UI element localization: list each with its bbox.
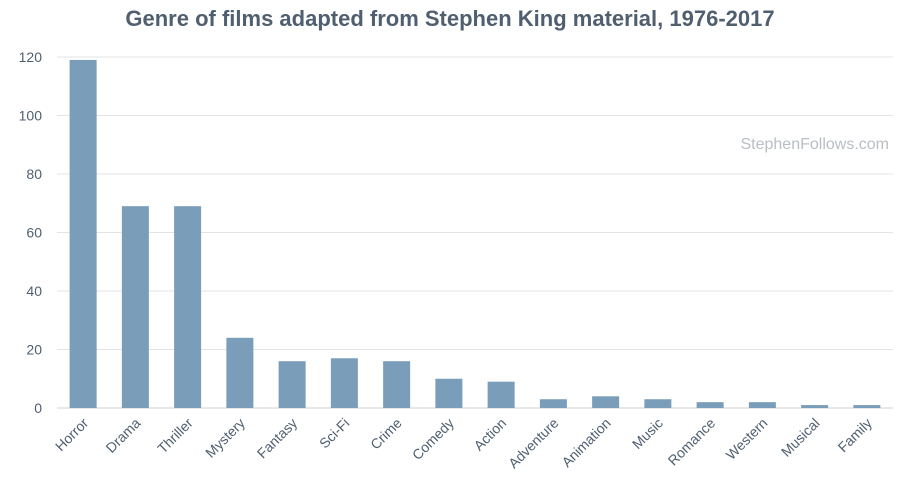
x-tick-label-horror: Horror bbox=[52, 415, 92, 455]
x-tick-label-animation: Animation bbox=[558, 415, 613, 470]
watermark-text: StephenFollows.com bbox=[740, 136, 889, 153]
y-tick-label-80: 80 bbox=[26, 166, 42, 182]
x-tick-label-drama: Drama bbox=[102, 415, 143, 456]
bar-musical bbox=[801, 405, 829, 408]
x-tick-label-family: Family bbox=[835, 415, 875, 455]
bars bbox=[69, 59, 881, 409]
y-tick-label-60: 60 bbox=[26, 225, 42, 241]
bar-thriller bbox=[174, 206, 202, 408]
bar-animation bbox=[592, 396, 620, 408]
x-tick-label-action: Action bbox=[470, 415, 509, 454]
x-tick-label-fantasy: Fantasy bbox=[254, 415, 301, 462]
x-tick-label-western: Western bbox=[723, 415, 771, 463]
bar-sci-fi bbox=[330, 358, 358, 408]
bar-fantasy bbox=[278, 361, 306, 408]
x-tick-label-mystery: Mystery bbox=[202, 415, 248, 461]
x-tick-label-thriller: Thriller bbox=[154, 415, 196, 457]
y-tick-label-120: 120 bbox=[19, 49, 43, 65]
bar-romance bbox=[696, 402, 724, 408]
x-tick-label-romance: Romance bbox=[665, 415, 719, 469]
y-axis-ticks: 0 20 40 60 80 100 120 bbox=[19, 49, 43, 416]
x-axis-ticks: Horror Drama Thriller Mystery Fantasy Sci-Fi C… bbox=[52, 415, 875, 472]
chart-title: Genre of films adapted from Stephen King… bbox=[125, 6, 775, 31]
bar-family bbox=[853, 405, 881, 408]
x-tick-label-musical: Musical bbox=[778, 415, 823, 460]
y-tick-label-0: 0 bbox=[34, 400, 42, 416]
x-tick-label-crime: Crime bbox=[367, 415, 405, 453]
bar-adventure bbox=[539, 399, 567, 408]
bar-drama bbox=[121, 206, 149, 408]
bar-crime bbox=[383, 361, 411, 408]
x-tick-label-comedy: Comedy bbox=[409, 415, 457, 463]
y-tick-label-100: 100 bbox=[19, 108, 43, 124]
x-tick-label-music: Music bbox=[629, 415, 666, 452]
bar-action bbox=[487, 381, 515, 408]
x-tick-label-adventure: Adventure bbox=[505, 415, 562, 472]
y-tick-label-20: 20 bbox=[26, 342, 42, 358]
bar-music bbox=[644, 399, 672, 408]
x-tick-label-sci-fi: Sci-Fi bbox=[316, 415, 353, 452]
bar-mystery bbox=[226, 337, 254, 408]
bar-western bbox=[748, 402, 776, 408]
y-tick-label-40: 40 bbox=[26, 283, 42, 299]
bar-horror bbox=[69, 59, 97, 409]
bar-comedy bbox=[435, 378, 463, 408]
